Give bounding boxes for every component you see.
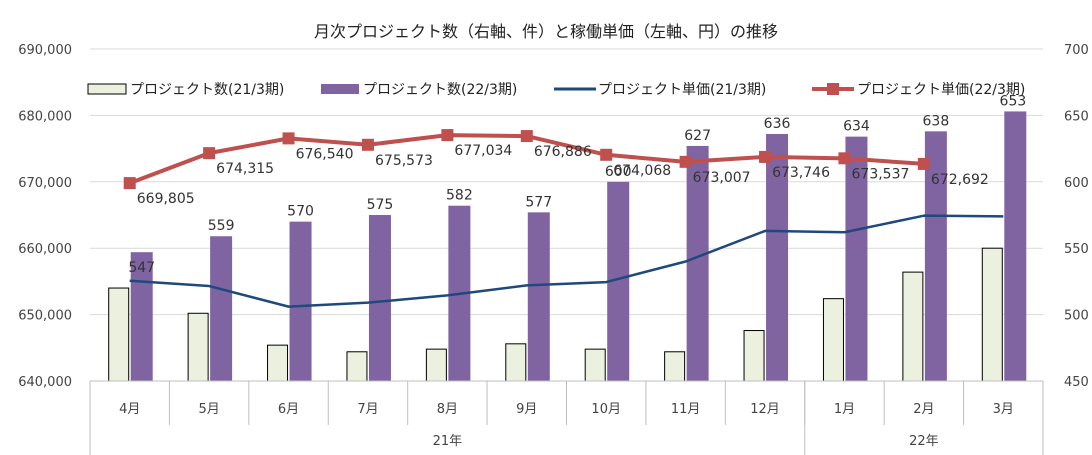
right-tick-label: 450: [1064, 375, 1089, 390]
legend-swatch-bar-22-3: [321, 84, 359, 94]
lines: [123, 129, 1004, 308]
right-tick-label: 500: [1064, 309, 1089, 324]
line-22-3-label: 675,573: [375, 153, 433, 169]
line-22-3-label: 674,315: [216, 161, 274, 177]
left-tick-label: 640,000: [18, 375, 72, 390]
bar-22-3-label: 577: [525, 194, 552, 210]
line-22-3-marker: [679, 155, 692, 168]
bar-22-3: [766, 133, 789, 381]
x-tick-label: 12月: [750, 402, 780, 417]
bar-22-3-label: 653: [1000, 93, 1027, 109]
line-22-3-label: 669,805: [137, 191, 195, 207]
bar-22-3: [686, 145, 709, 381]
legend-label-bar-21-3: プロジェクト数(21/3期): [130, 82, 284, 98]
bar-21-3: [346, 351, 368, 382]
line-22-3-label: 673,746: [772, 165, 830, 181]
x-tick-label: 11月: [671, 402, 701, 417]
legend-label-line-21-3: プロジェクト単価(21/3期): [598, 82, 766, 98]
legend-label-line-22-3: プロジェクト単価(22/3期): [857, 82, 1025, 98]
bar-22-3-label: 547: [128, 260, 155, 276]
x-tick-label: 6月: [278, 402, 299, 417]
line-22-3-marker: [282, 132, 295, 145]
right-tick-label: 600: [1064, 176, 1089, 191]
line-22-3-label: 673,537: [852, 166, 910, 182]
line-22-3-label: 674,068: [613, 163, 671, 179]
bar-22-3: [289, 221, 312, 381]
bar-22-3: [210, 236, 233, 381]
bar-22-3: [130, 252, 153, 381]
line-22-3-marker: [917, 157, 930, 170]
legend-label-bar-22-3: プロジェクト数(22/3期): [363, 82, 517, 98]
bars: [108, 111, 1027, 382]
bar-21-3: [902, 271, 924, 382]
bar-21-3: [425, 348, 447, 382]
left-tick-label: 650,000: [18, 309, 72, 324]
bar-22-3-label: 600: [605, 164, 632, 180]
legend-marker-line-22-3: [827, 83, 839, 95]
line-22-3-marker: [600, 148, 613, 161]
bar-21-3: [267, 344, 289, 382]
bar-22-3: [1004, 111, 1027, 381]
axes: 640,000 650,000 660,000 670,000 680,000 690,0…: [18, 43, 1089, 455]
line-22-3-marker: [759, 150, 772, 163]
bar-22-3: [368, 215, 391, 381]
bar-22-3-label: 575: [367, 197, 394, 213]
bar-21-3: [822, 298, 844, 382]
bar-21-3: [187, 312, 209, 382]
x-tick-label: 9月: [516, 402, 537, 417]
line-22-3-marker: [838, 152, 851, 165]
bar-21-3: [584, 348, 606, 382]
bar-21-3: [743, 330, 765, 382]
bar-22-3: [527, 212, 550, 381]
bar-22-3: [607, 181, 630, 381]
left-tick-label: 690,000: [18, 43, 72, 58]
x-tick-label: 5月: [198, 402, 219, 417]
bar-22-3-label: 638: [923, 113, 950, 129]
x-tick-label: 7月: [357, 402, 378, 417]
left-tick-label: 660,000: [18, 242, 72, 257]
x-tick-label: 10月: [591, 402, 621, 417]
legend-swatch-bar-21-3: [87, 83, 127, 95]
bar-22-3-label: 582: [446, 188, 473, 204]
bar-22-3: [924, 131, 947, 381]
bar-22-3-label: 570: [287, 204, 314, 220]
line-22-3-label: 676,886: [534, 144, 592, 160]
x-group-label: 22年: [909, 434, 939, 449]
line-22-3-label: 677,034: [454, 143, 512, 159]
line-22-3-marker: [441, 129, 454, 142]
gridlines: [90, 48, 1043, 382]
line-22-3-marker: [123, 177, 136, 190]
line-21-3: [129, 214, 1004, 308]
bar-22-3-label: 634: [843, 119, 870, 135]
bar-21-3: [108, 287, 130, 382]
data-labels: 547 559 570 575 582 577 600 627 636 634 638 653 669,…: [128, 93, 1026, 276]
x-tick-label: 3月: [993, 402, 1014, 417]
left-tick-label: 670,000: [18, 176, 72, 191]
line-22-3-label: 673,007: [693, 170, 751, 186]
bar-21-3: [505, 343, 527, 382]
line-22-3-label: 672,692: [931, 172, 989, 188]
x-tick-label: 8月: [437, 402, 458, 417]
bar-22-3-label: 636: [764, 116, 791, 132]
bar-22-3: [845, 136, 868, 381]
x-tick-label: 1月: [834, 402, 855, 417]
line-22-3-label: 676,540: [296, 146, 354, 162]
right-tick-label: 700: [1064, 43, 1089, 58]
line-22-3-marker: [361, 138, 374, 151]
x-tick-label: 4月: [119, 402, 140, 417]
bar-21-3: [981, 247, 1003, 382]
legend: プロジェクト数(21/3期) プロジェクト数(22/3期) プロジェクト単価(21/…: [87, 82, 1025, 98]
bar-21-3: [664, 351, 686, 382]
right-tick-label: 550: [1064, 242, 1089, 257]
line-22-3-marker: [203, 147, 216, 160]
line-22-3-marker: [520, 130, 533, 143]
bar-22-3-label: 559: [208, 218, 235, 234]
x-group-label: 21年: [433, 434, 463, 449]
left-tick-label: 680,000: [18, 109, 72, 124]
bar-22-3-label: 627: [684, 128, 711, 144]
chart-title: 月次プロジェクト数（右軸、件）と稼働単価（左軸、円）の推移: [314, 22, 778, 41]
right-tick-label: 650: [1064, 109, 1089, 124]
x-tick-label: 2月: [913, 402, 934, 417]
